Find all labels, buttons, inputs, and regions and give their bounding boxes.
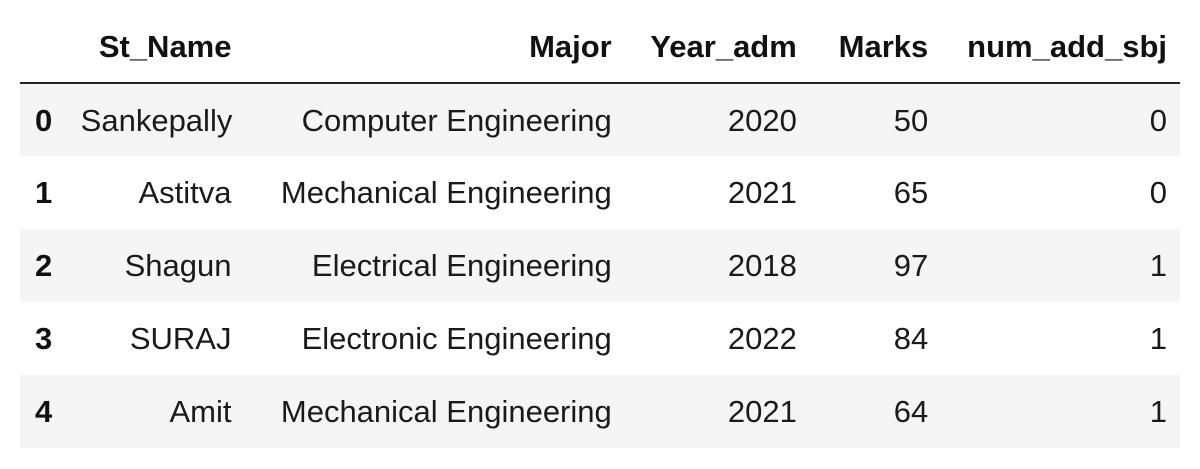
cell-st-name: Amit (169, 394, 232, 429)
row-index: 1 (35, 175, 53, 210)
row-index: 3 (35, 321, 53, 356)
cell-marks: 97 (893, 248, 929, 283)
cell-year-adm: 2021 (727, 175, 797, 210)
cell-num-add-sbj: 0 (1149, 102, 1167, 138)
cell-marks: 50 (893, 102, 929, 138)
cell-year-adm: 2022 (727, 321, 797, 356)
cell-marks: 64 (893, 394, 929, 429)
table-row: 1 Astitva Mechanical Engineering 2021 65… (20, 156, 1180, 229)
column-header-num-add-sbj: num_add_sbj (941, 10, 1180, 84)
cell-num-add-sbj: 1 (1149, 248, 1167, 283)
column-header-year-adm: Year_adm (624, 10, 810, 84)
table-row: 2 Shagun Electrical Engineering 2018 97 … (20, 229, 1180, 302)
table-body: 0 Sankepally Computer Engineering 2020 5… (20, 83, 1180, 448)
table-row: 3 SURAJ Electronic Engineering 2022 84 1 (20, 302, 1180, 375)
column-header-st-name: St_Name (80, 10, 245, 84)
table-row: 0 Sankepally Computer Engineering 2020 5… (20, 83, 1180, 156)
column-header-marks: Marks (809, 10, 942, 84)
cell-marks: 84 (893, 321, 929, 356)
cell-st-name: Shagun (124, 248, 232, 283)
cell-year-adm: 2020 (727, 102, 797, 138)
cell-st-name: SURAJ (129, 321, 232, 356)
cell-major: Electrical Engineering (311, 248, 612, 283)
row-index: 2 (35, 248, 53, 283)
row-index: 0 (35, 102, 53, 138)
cell-major: Mechanical Engineering (280, 394, 612, 429)
dataframe-table: St_Name Major Year_adm Marks num_add_sbj… (20, 10, 1180, 448)
index-header-blank (20, 10, 81, 84)
cell-major: Mechanical Engineering (280, 175, 612, 210)
cell-major: Computer Engineering (301, 102, 612, 138)
table-header: St_Name Major Year_adm Marks num_add_sbj (20, 10, 1180, 84)
cell-st-name: Sankepally (80, 102, 233, 138)
column-header-major: Major (244, 10, 625, 84)
row-index: 4 (35, 394, 53, 429)
cell-num-add-sbj: 1 (1149, 321, 1167, 356)
cell-major: Electronic Engineering (301, 321, 612, 356)
cell-year-adm: 2018 (727, 248, 797, 283)
table-row: 4 Amit Mechanical Engineering 2021 64 1 (20, 375, 1180, 448)
cell-year-adm: 2021 (727, 394, 797, 429)
cell-st-name: Astitva (138, 175, 232, 210)
cell-num-add-sbj: 1 (1149, 394, 1167, 429)
header-row: St_Name Major Year_adm Marks num_add_sbj (20, 10, 1180, 84)
cell-marks: 65 (893, 175, 929, 210)
cell-num-add-sbj: 0 (1149, 175, 1167, 210)
